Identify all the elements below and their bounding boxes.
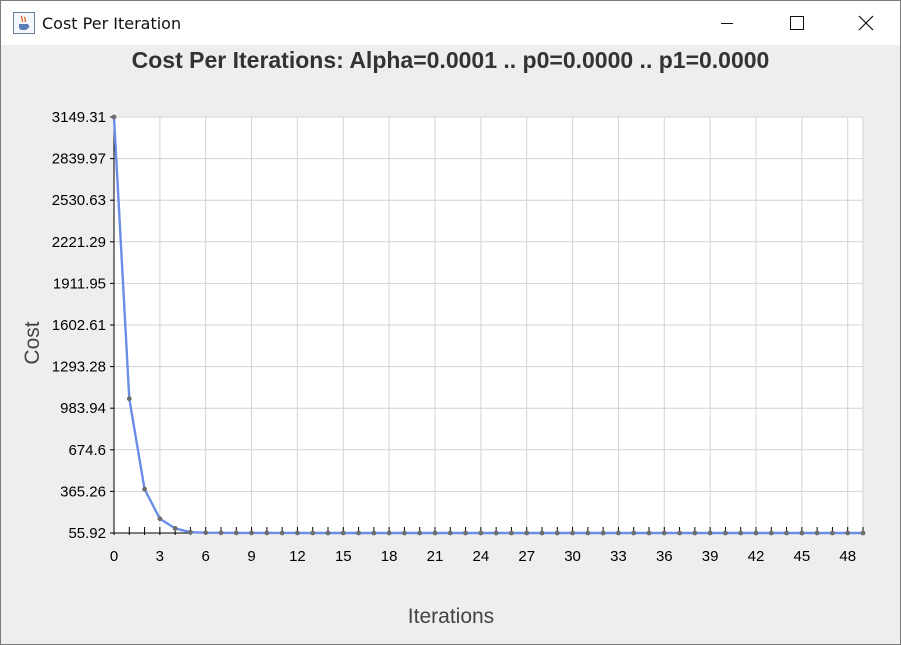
data-point — [585, 530, 591, 536]
x-tick-label: 42 — [748, 548, 765, 565]
data-point — [753, 530, 759, 536]
data-point — [371, 530, 377, 536]
data-point — [111, 114, 117, 120]
x-tick-label: 21 — [427, 548, 444, 565]
data-point — [402, 530, 407, 536]
data-point — [661, 530, 667, 536]
data-point — [218, 530, 224, 536]
x-tick-label: 24 — [473, 548, 490, 565]
title-bar[interactable]: Cost Per Iteration — [1, 1, 900, 45]
data-point — [188, 529, 193, 535]
y-tick-label: 2839.97 — [52, 151, 106, 168]
x-tick-label: 48 — [839, 548, 856, 565]
data-point — [677, 530, 682, 536]
y-tick-label: 3149.31 — [52, 109, 106, 126]
x-tick-label: 33 — [610, 548, 627, 565]
data-point — [447, 530, 453, 536]
close-icon — [858, 15, 874, 31]
x-tick-label: 18 — [381, 548, 398, 565]
data-point — [799, 530, 805, 536]
data-point — [417, 530, 423, 536]
minimize-icon — [721, 23, 733, 24]
data-point — [707, 530, 713, 536]
grid-lines — [114, 116, 864, 533]
window-title: Cost Per Iteration — [42, 14, 182, 33]
y-tick-label: 55.92 — [68, 525, 106, 542]
data-point — [570, 530, 575, 536]
data-point — [692, 530, 698, 536]
data-point — [493, 530, 499, 536]
close-button[interactable] — [843, 1, 889, 45]
data-point — [356, 530, 361, 536]
tick-labels: 55.92 365.26 674.6 983.94 1293.28 1602.61 1911… — [52, 109, 856, 565]
data-point — [203, 530, 209, 536]
y-axis-title: Cost — [21, 321, 44, 364]
data-point — [325, 530, 331, 536]
data-point — [814, 530, 820, 536]
x-tick-label: 45 — [794, 548, 811, 565]
x-tick-label: 6 — [202, 548, 210, 565]
data-point — [310, 530, 316, 536]
maximize-button[interactable] — [773, 1, 819, 45]
cost-line — [112, 116, 863, 535]
data-point — [860, 530, 866, 536]
y-tick-label: 1911.95 — [53, 275, 106, 292]
chart-title: Cost Per Iterations: Alpha=0.0001 .. p0=… — [131, 47, 770, 73]
y-tick-label: 1293.28 — [52, 359, 106, 376]
y-tick-label: 674.6 — [68, 442, 106, 459]
data-point — [554, 530, 560, 536]
data-point — [616, 530, 621, 536]
data-point — [600, 530, 606, 536]
data-point — [509, 530, 514, 536]
minimize-button[interactable] — [704, 1, 750, 45]
data-point — [340, 530, 346, 536]
data-point — [723, 530, 728, 536]
data-point — [768, 530, 774, 536]
data-point — [738, 530, 744, 536]
x-tick-label: 9 — [247, 548, 255, 565]
y-tick-label: 2221.29 — [52, 234, 106, 251]
y-tick-label: 2530.63 — [52, 192, 106, 209]
data-point — [233, 530, 239, 536]
java-cup-icon — [13, 12, 35, 34]
data-point — [279, 530, 285, 536]
x-tick-label: 27 — [518, 548, 535, 565]
data-point — [463, 530, 468, 536]
data-point — [172, 526, 178, 531]
data-point — [646, 530, 652, 536]
maximize-icon — [790, 16, 804, 30]
x-tick-label: 39 — [702, 548, 719, 565]
x-axis-title: Iterations — [408, 605, 494, 628]
data-point — [478, 530, 484, 536]
data-point — [845, 530, 851, 536]
data-point — [432, 530, 438, 536]
y-tick-label: 365.26 — [60, 483, 106, 500]
data-point — [142, 486, 147, 492]
data-point — [295, 530, 300, 536]
y-tick-label: 983.94 — [60, 400, 106, 417]
data-point — [126, 396, 132, 402]
data-point — [830, 530, 835, 536]
x-tick-label: 30 — [564, 548, 581, 565]
data-point — [784, 530, 789, 536]
data-point — [539, 530, 545, 536]
cost-series — [111, 114, 866, 536]
x-tick-label: 15 — [335, 548, 352, 565]
x-tick-label: 0 — [110, 548, 118, 565]
y-tick-label: 1602.61 — [52, 317, 106, 334]
data-point — [157, 516, 163, 522]
data-point — [524, 530, 530, 536]
x-tick-label: 3 — [156, 548, 164, 565]
x-tick-label: 12 — [289, 548, 306, 565]
data-point — [631, 530, 637, 536]
data-point — [264, 530, 270, 536]
x-tick-label: 36 — [656, 548, 673, 565]
data-point — [249, 530, 254, 536]
data-point — [386, 530, 392, 536]
